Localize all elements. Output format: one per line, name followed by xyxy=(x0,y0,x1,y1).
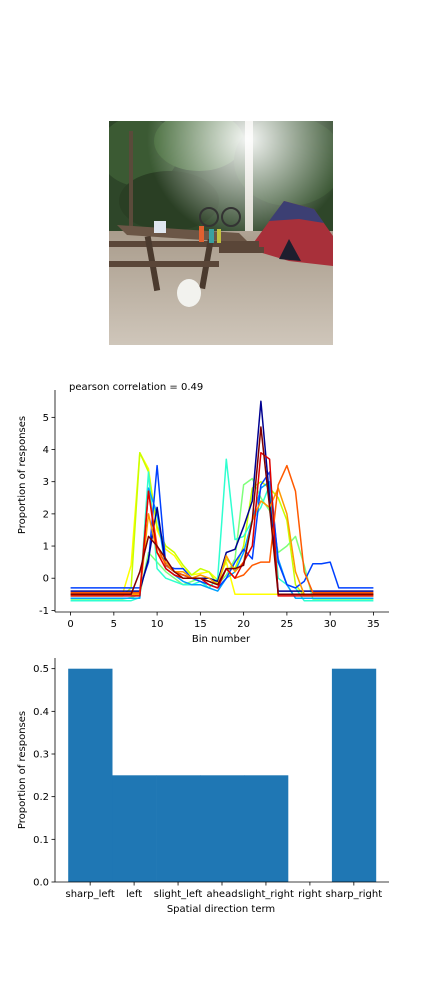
x-tick-label: sharp_right xyxy=(326,889,383,900)
campsite-photo xyxy=(109,121,333,345)
x-tick-label: 30 xyxy=(324,619,337,630)
series-line xyxy=(70,451,374,597)
bar xyxy=(112,775,157,882)
y-axis: -1 0 1 2 3 4 5 xyxy=(39,390,56,617)
series-lines xyxy=(70,400,374,602)
x-tick-label: 35 xyxy=(367,619,380,630)
y-tick-label: 0 xyxy=(43,574,49,585)
y-tick-label: 0.3 xyxy=(33,750,49,761)
series-line xyxy=(70,458,374,602)
x-tick-label: 15 xyxy=(194,619,207,630)
y-axis: 0.0 0.1 0.2 0.3 0.4 0.5 xyxy=(33,658,56,889)
x-tick-label: right xyxy=(298,889,322,900)
x-axis: 0 5 10 15 20 25 30 35 xyxy=(55,611,389,630)
series-line xyxy=(70,426,374,596)
y-tick-label: 0.0 xyxy=(33,878,49,889)
bar xyxy=(68,668,113,882)
series-line xyxy=(70,400,374,592)
x-axis-label: Spatial direction term xyxy=(167,904,275,915)
x-tick-label: 0 xyxy=(67,619,73,630)
line-chart: pearson correlation = 0.49 -1 0 1 2 3 4 5 0 5 10… xyxy=(17,382,389,645)
y-tick-label: -1 xyxy=(39,606,49,617)
series-line xyxy=(70,477,374,600)
y-tick-label: 0.5 xyxy=(33,664,49,675)
x-tick-label: slight_right xyxy=(238,889,294,900)
x-tick-label: slight_left xyxy=(154,889,203,900)
x-tick-label: ahead xyxy=(206,889,237,900)
y-tick-label: 1 xyxy=(43,542,49,553)
bar-chart: 0.0 0.1 0.2 0.3 0.4 0.5 sharp_left left slight_… xyxy=(17,658,389,915)
x-tick-label: 20 xyxy=(237,619,250,630)
bar xyxy=(244,775,289,882)
x-tick-label: 10 xyxy=(151,619,164,630)
y-tick-label: 0.1 xyxy=(33,835,49,846)
series-line xyxy=(70,480,374,599)
x-tick-label: 5 xyxy=(111,619,117,630)
bar xyxy=(331,668,377,882)
y-tick-label: 2 xyxy=(43,509,49,520)
x-tick-label: sharp_left xyxy=(65,889,114,900)
y-tick-label: 3 xyxy=(43,477,49,488)
series-line xyxy=(70,464,374,589)
bars xyxy=(68,668,377,882)
y-tick-label: 0.4 xyxy=(33,707,49,718)
y-tick-label: 4 xyxy=(43,445,49,456)
y-tick-label: 5 xyxy=(43,413,49,424)
y-axis-label: Proportion of responses xyxy=(17,711,28,829)
chart-title: pearson correlation = 0.49 xyxy=(69,382,203,393)
x-tick-label: left xyxy=(126,889,142,900)
y-tick-label: 0.2 xyxy=(33,792,49,803)
bar xyxy=(156,775,201,882)
x-axis-label: Bin number xyxy=(192,634,251,645)
bar xyxy=(200,775,245,882)
y-axis-label: Proportion of responses xyxy=(17,416,28,534)
x-axis: sharp_left left slight_left ahead slight_rig… xyxy=(55,881,389,900)
x-tick-label: 25 xyxy=(281,619,294,630)
